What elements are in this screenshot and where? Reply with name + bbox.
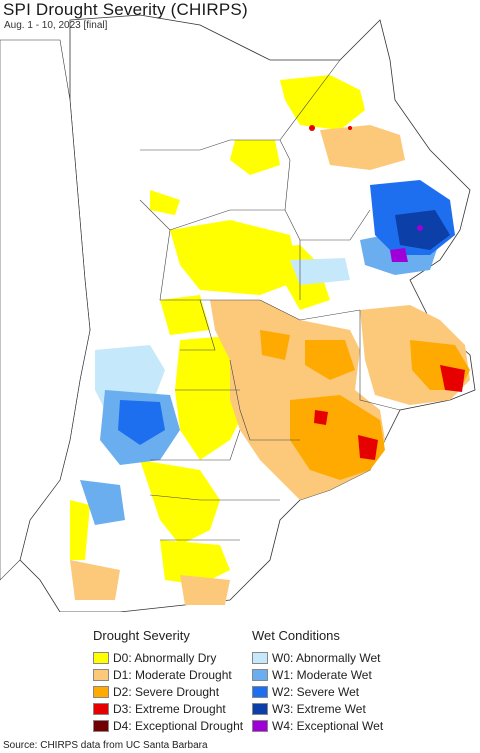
legend-label-d1: D1: Moderate Drought [113,667,232,682]
legend-label-w2: W2: Severe Wet [272,684,360,699]
d0-areas [70,75,365,585]
legend-item-w4: W4: Exceptional Wet [252,717,412,734]
wet-legend: Wet Conditions W0: Abnormally Wet W1: Mo… [252,618,412,734]
page-title: SPI Drought Severity (CHIRPS) [3,0,248,19]
map-canvas [0,14,476,612]
drought-legend-heading: Drought Severity [93,628,190,643]
source-credit: Source: CHIRPS data from UC Santa Barbar… [3,740,208,751]
swatch-w2 [252,685,268,698]
swatch-w1 [252,668,268,681]
legend-item-w2: W2: Severe Wet [252,683,412,700]
legend-label-d0: D0: Abnormally Dry [113,650,217,665]
w3-areas [395,210,450,250]
legend: Drought Severity D0: Abnormally Dry D1: … [0,618,480,733]
legend-item-d4: D4: Exceptional Drought [93,717,253,734]
swatch-d1 [93,668,109,681]
wet-legend-heading: Wet Conditions [252,628,340,643]
legend-item-d2: D2: Severe Drought [93,683,253,700]
swatch-w4 [252,719,268,732]
swatch-w0 [252,651,268,664]
admin-borders [139,59,401,541]
legend-label-w0: W0: Abnormally Wet [272,650,381,665]
swatch-d0 [93,651,109,664]
legend-item-d1: D1: Moderate Drought [93,666,253,683]
drought-map [0,14,476,612]
legend-item-d3: D3: Extreme Drought [93,700,253,717]
legend-label-d4: D4: Exceptional Drought [113,718,244,733]
legend-item-d0: D0: Abnormally Dry [93,649,253,666]
drought-legend: Drought Severity D0: Abnormally Dry D1: … [93,618,253,734]
chile-coast [0,39,91,581]
legend-item-w0: W0: Abnormally Wet [252,649,412,666]
swatch-d3 [93,702,109,715]
legend-label-d3: D3: Extreme Drought [113,701,226,716]
legend-label-w4: W4: Exceptional Wet [272,718,384,733]
legend-label-w1: W1: Moderate Wet [272,667,372,682]
legend-label-w3: W3: Extreme Wet [272,701,366,716]
legend-item-w1: W1: Moderate Wet [252,666,412,683]
swatch-d2 [93,685,109,698]
legend-item-w3: W3: Extreme Wet [252,700,412,717]
d3-areas [309,125,465,460]
legend-label-d2: D2: Severe Drought [113,684,220,699]
date-range-subtitle: Aug. 1 - 10, 2023 [final] [4,20,108,31]
w4-areas [390,225,423,262]
swatch-w3 [252,702,268,715]
swatch-d4 [93,719,109,732]
